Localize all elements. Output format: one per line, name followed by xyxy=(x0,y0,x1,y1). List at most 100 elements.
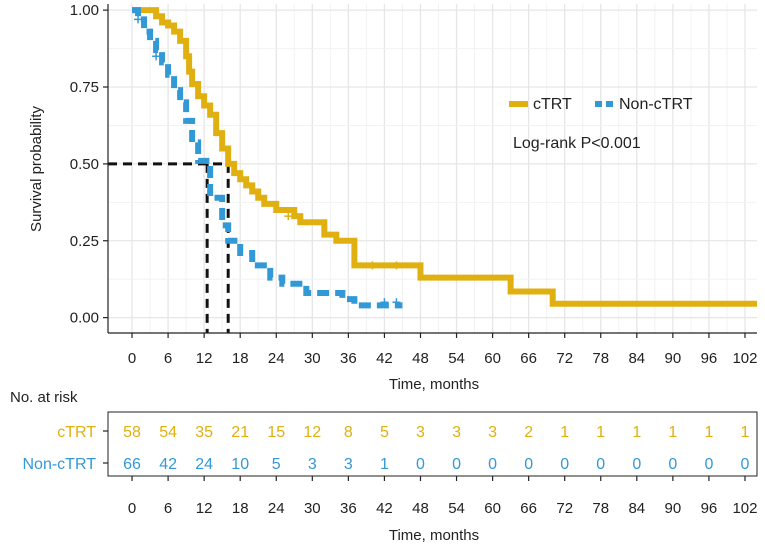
risk-count: 0 xyxy=(416,456,425,473)
legend-label-nonctrt: Non-cTRT xyxy=(619,96,693,113)
x-tick-label: 36 xyxy=(340,350,357,367)
risk-count: 0 xyxy=(596,456,605,473)
risk-table-title: No. at risk xyxy=(10,389,78,406)
plot-panel xyxy=(108,4,757,333)
x-tick-label: 90 xyxy=(665,350,682,367)
x-tick-label: 84 xyxy=(628,350,645,367)
risk-x-tick-label: 36 xyxy=(340,500,357,517)
axes: 0.00 0.25 0.50 0.75 1.00 0 6 12 18 24 30 36 42 48 54 60… xyxy=(70,2,758,367)
x-tick-label: 0 xyxy=(128,350,136,367)
risk-count: 0 xyxy=(452,456,461,473)
x-tick-label: 66 xyxy=(520,350,537,367)
risk-table-xlabel: Time, months xyxy=(389,527,479,544)
x-tick-label: 72 xyxy=(556,350,573,367)
risk-x-tick-label: 66 xyxy=(520,500,537,517)
risk-count: 1 xyxy=(741,424,750,441)
x-tick-label: 30 xyxy=(304,350,321,367)
risk-x-tick-label: 60 xyxy=(484,500,501,517)
grid xyxy=(108,4,757,333)
median-reference-lines xyxy=(108,162,230,333)
risk-x-tick-label: 6 xyxy=(164,500,172,517)
risk-x-tick-label: 12 xyxy=(196,500,213,517)
survival-curve-ctrt xyxy=(132,7,757,307)
risk-count: 35 xyxy=(195,424,213,441)
legend-label-ctrt: cTRT xyxy=(533,96,572,113)
risk-count: 0 xyxy=(668,456,677,473)
x-tick-label: 54 xyxy=(448,350,465,367)
x-tick-label: 78 xyxy=(592,350,609,367)
risk-x-tick-label: 72 xyxy=(556,500,573,517)
x-tick-label: 24 xyxy=(268,350,285,367)
y-tick-label: 0.75 xyxy=(70,79,99,96)
y-tick-label: 1.00 xyxy=(70,2,99,19)
risk-count: 2 xyxy=(524,424,533,441)
risk-x-tick-label: 96 xyxy=(701,500,718,517)
risk-count: 0 xyxy=(632,456,641,473)
risk-x-tick-label: 24 xyxy=(268,500,285,517)
risk-x-tick-label: 90 xyxy=(665,500,682,517)
x-tick-label: 12 xyxy=(196,350,213,367)
risk-count: 21 xyxy=(231,424,249,441)
x-axis-label: Time, months xyxy=(389,376,479,393)
x-tick-label: 18 xyxy=(232,350,249,367)
risk-count: 1 xyxy=(596,424,605,441)
risk-count: 5 xyxy=(272,456,281,473)
risk-count: 3 xyxy=(416,424,425,441)
risk-x-tick-label: 30 xyxy=(304,500,321,517)
x-tick-label: 60 xyxy=(484,350,501,367)
risk-row-label: Non-cTRT xyxy=(23,456,97,473)
y-axis-label: Survival probability xyxy=(28,106,45,232)
risk-count: 0 xyxy=(488,456,497,473)
risk-count: 3 xyxy=(308,456,317,473)
risk-count: 1 xyxy=(668,424,677,441)
risk-count: 1 xyxy=(560,424,569,441)
logrank-annotation: Log-rank P<0.001 xyxy=(513,135,641,152)
risk-count: 12 xyxy=(303,424,321,441)
risk-x-tick-label: 84 xyxy=(628,500,645,517)
risk-count: 1 xyxy=(632,424,641,441)
survival-curves xyxy=(132,7,757,309)
x-tick-label: 42 xyxy=(376,350,393,367)
risk-count: 3 xyxy=(452,424,461,441)
risk-count: 3 xyxy=(344,456,353,473)
risk-x-tick-label: 102 xyxy=(732,500,757,517)
censor-mark xyxy=(152,52,161,61)
risk-count: 8 xyxy=(344,424,353,441)
censor-mark xyxy=(134,15,143,24)
risk-count: 0 xyxy=(704,456,713,473)
risk-count: 0 xyxy=(524,456,533,473)
risk-count: 10 xyxy=(231,456,249,473)
risk-count: 42 xyxy=(159,456,177,473)
censor-mark xyxy=(380,298,389,307)
x-tick-label: 96 xyxy=(701,350,718,367)
risk-count: 5 xyxy=(380,424,389,441)
risk-table-panel xyxy=(107,411,758,477)
censor-mark xyxy=(368,261,377,270)
risk-row-label: cTRT xyxy=(57,424,96,441)
legend: cTRT Non-cTRT xyxy=(509,96,693,113)
risk-count: 0 xyxy=(741,456,750,473)
x-tick-label: 48 xyxy=(412,350,429,367)
survival-curve-nonctrt xyxy=(132,7,403,309)
risk-x-tick-label: 78 xyxy=(592,500,609,517)
x-tick-label: 102 xyxy=(732,350,757,367)
censor-mark xyxy=(392,298,401,307)
y-tick-label: 0.25 xyxy=(70,233,99,250)
risk-count: 1 xyxy=(380,456,389,473)
risk-count: 0 xyxy=(560,456,569,473)
risk-x-tick-label: 0 xyxy=(128,500,136,517)
risk-x-tick-label: 18 xyxy=(232,500,249,517)
risk-x-tick-label: 48 xyxy=(412,500,429,517)
risk-count: 3 xyxy=(488,424,497,441)
y-tick-label: 0.00 xyxy=(70,310,99,327)
censor-mark xyxy=(392,261,401,270)
risk-count: 58 xyxy=(123,424,141,441)
risk-x-tick-label: 54 xyxy=(448,500,465,517)
y-tick-label: 0.50 xyxy=(70,156,99,173)
risk-x-tick-label: 42 xyxy=(376,500,393,517)
risk-count: 1 xyxy=(704,424,713,441)
risk-count: 24 xyxy=(195,456,213,473)
risk-count: 54 xyxy=(159,424,177,441)
